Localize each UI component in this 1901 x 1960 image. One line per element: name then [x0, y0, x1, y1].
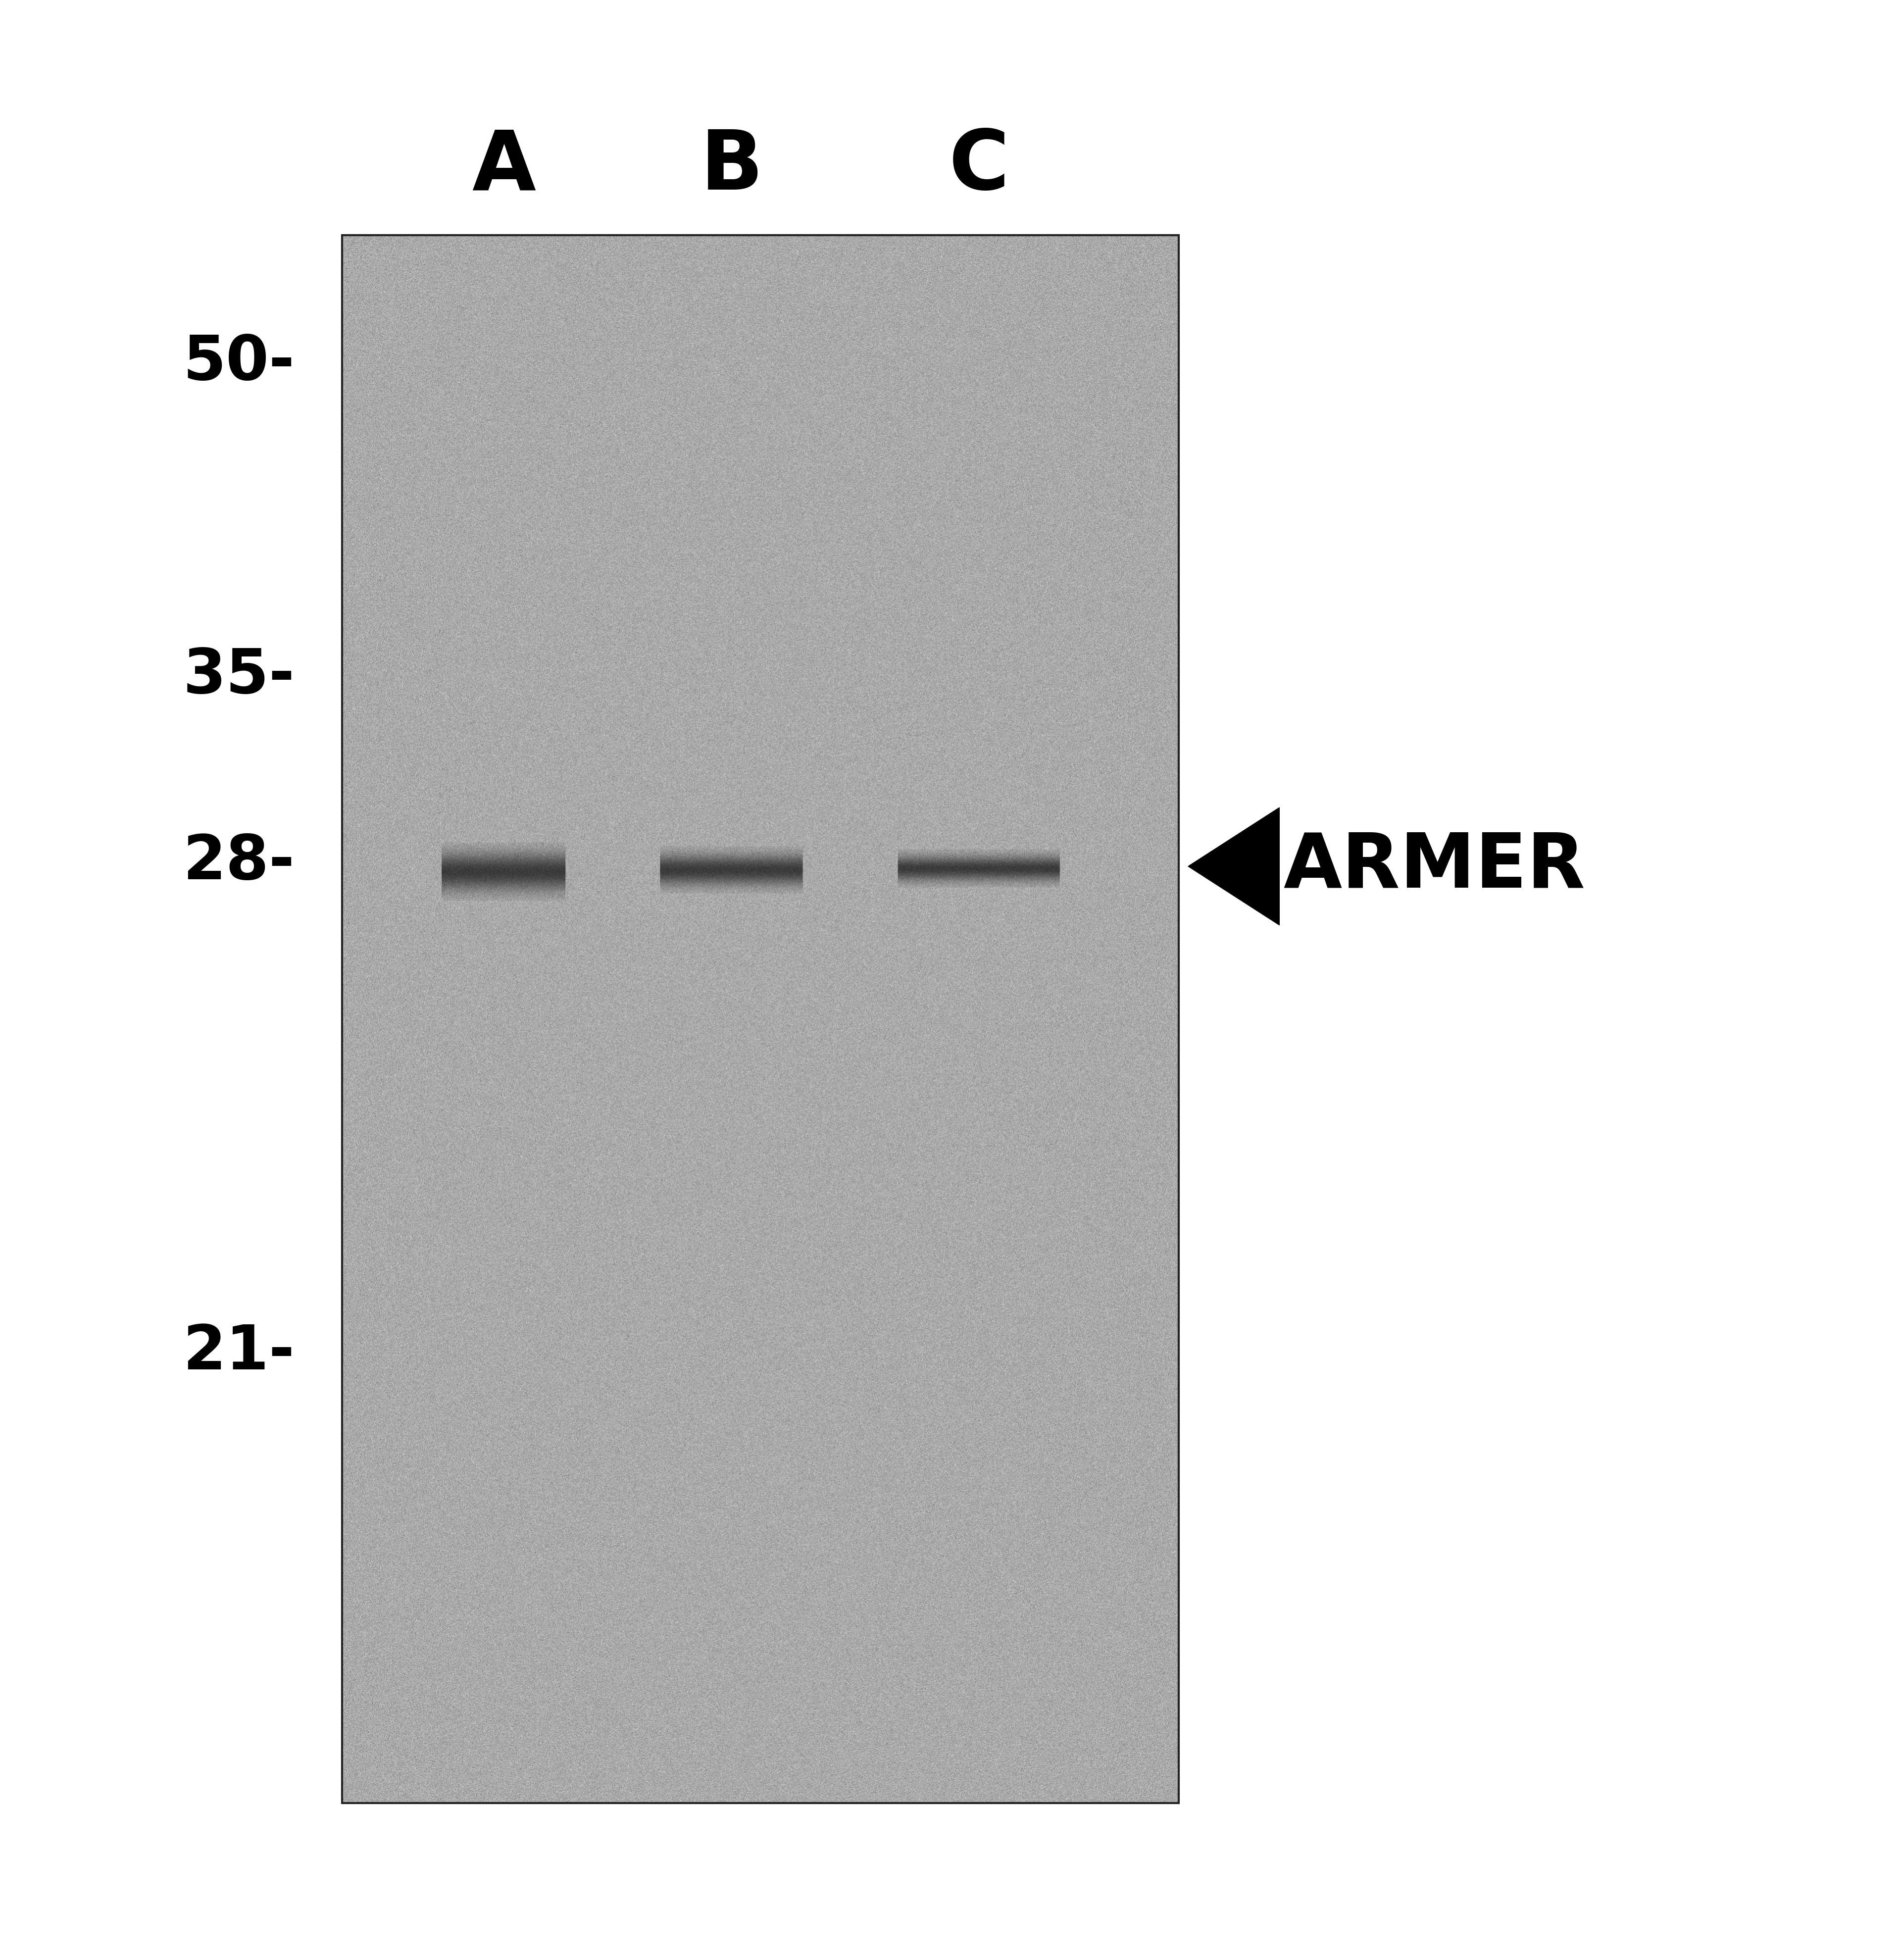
Text: 35-: 35- [182, 647, 295, 706]
Bar [342, 235, 1179, 1803]
Text: A: A [471, 125, 536, 208]
Text: 21-: 21- [182, 1323, 295, 1382]
Text: B: B [700, 125, 764, 208]
Text: C: C [949, 125, 1009, 208]
Text: ARMER: ARMER [1283, 829, 1585, 904]
Text: 28-: 28- [182, 833, 295, 892]
Polygon shape [1188, 808, 1279, 925]
Text: 50-: 50- [182, 333, 295, 392]
